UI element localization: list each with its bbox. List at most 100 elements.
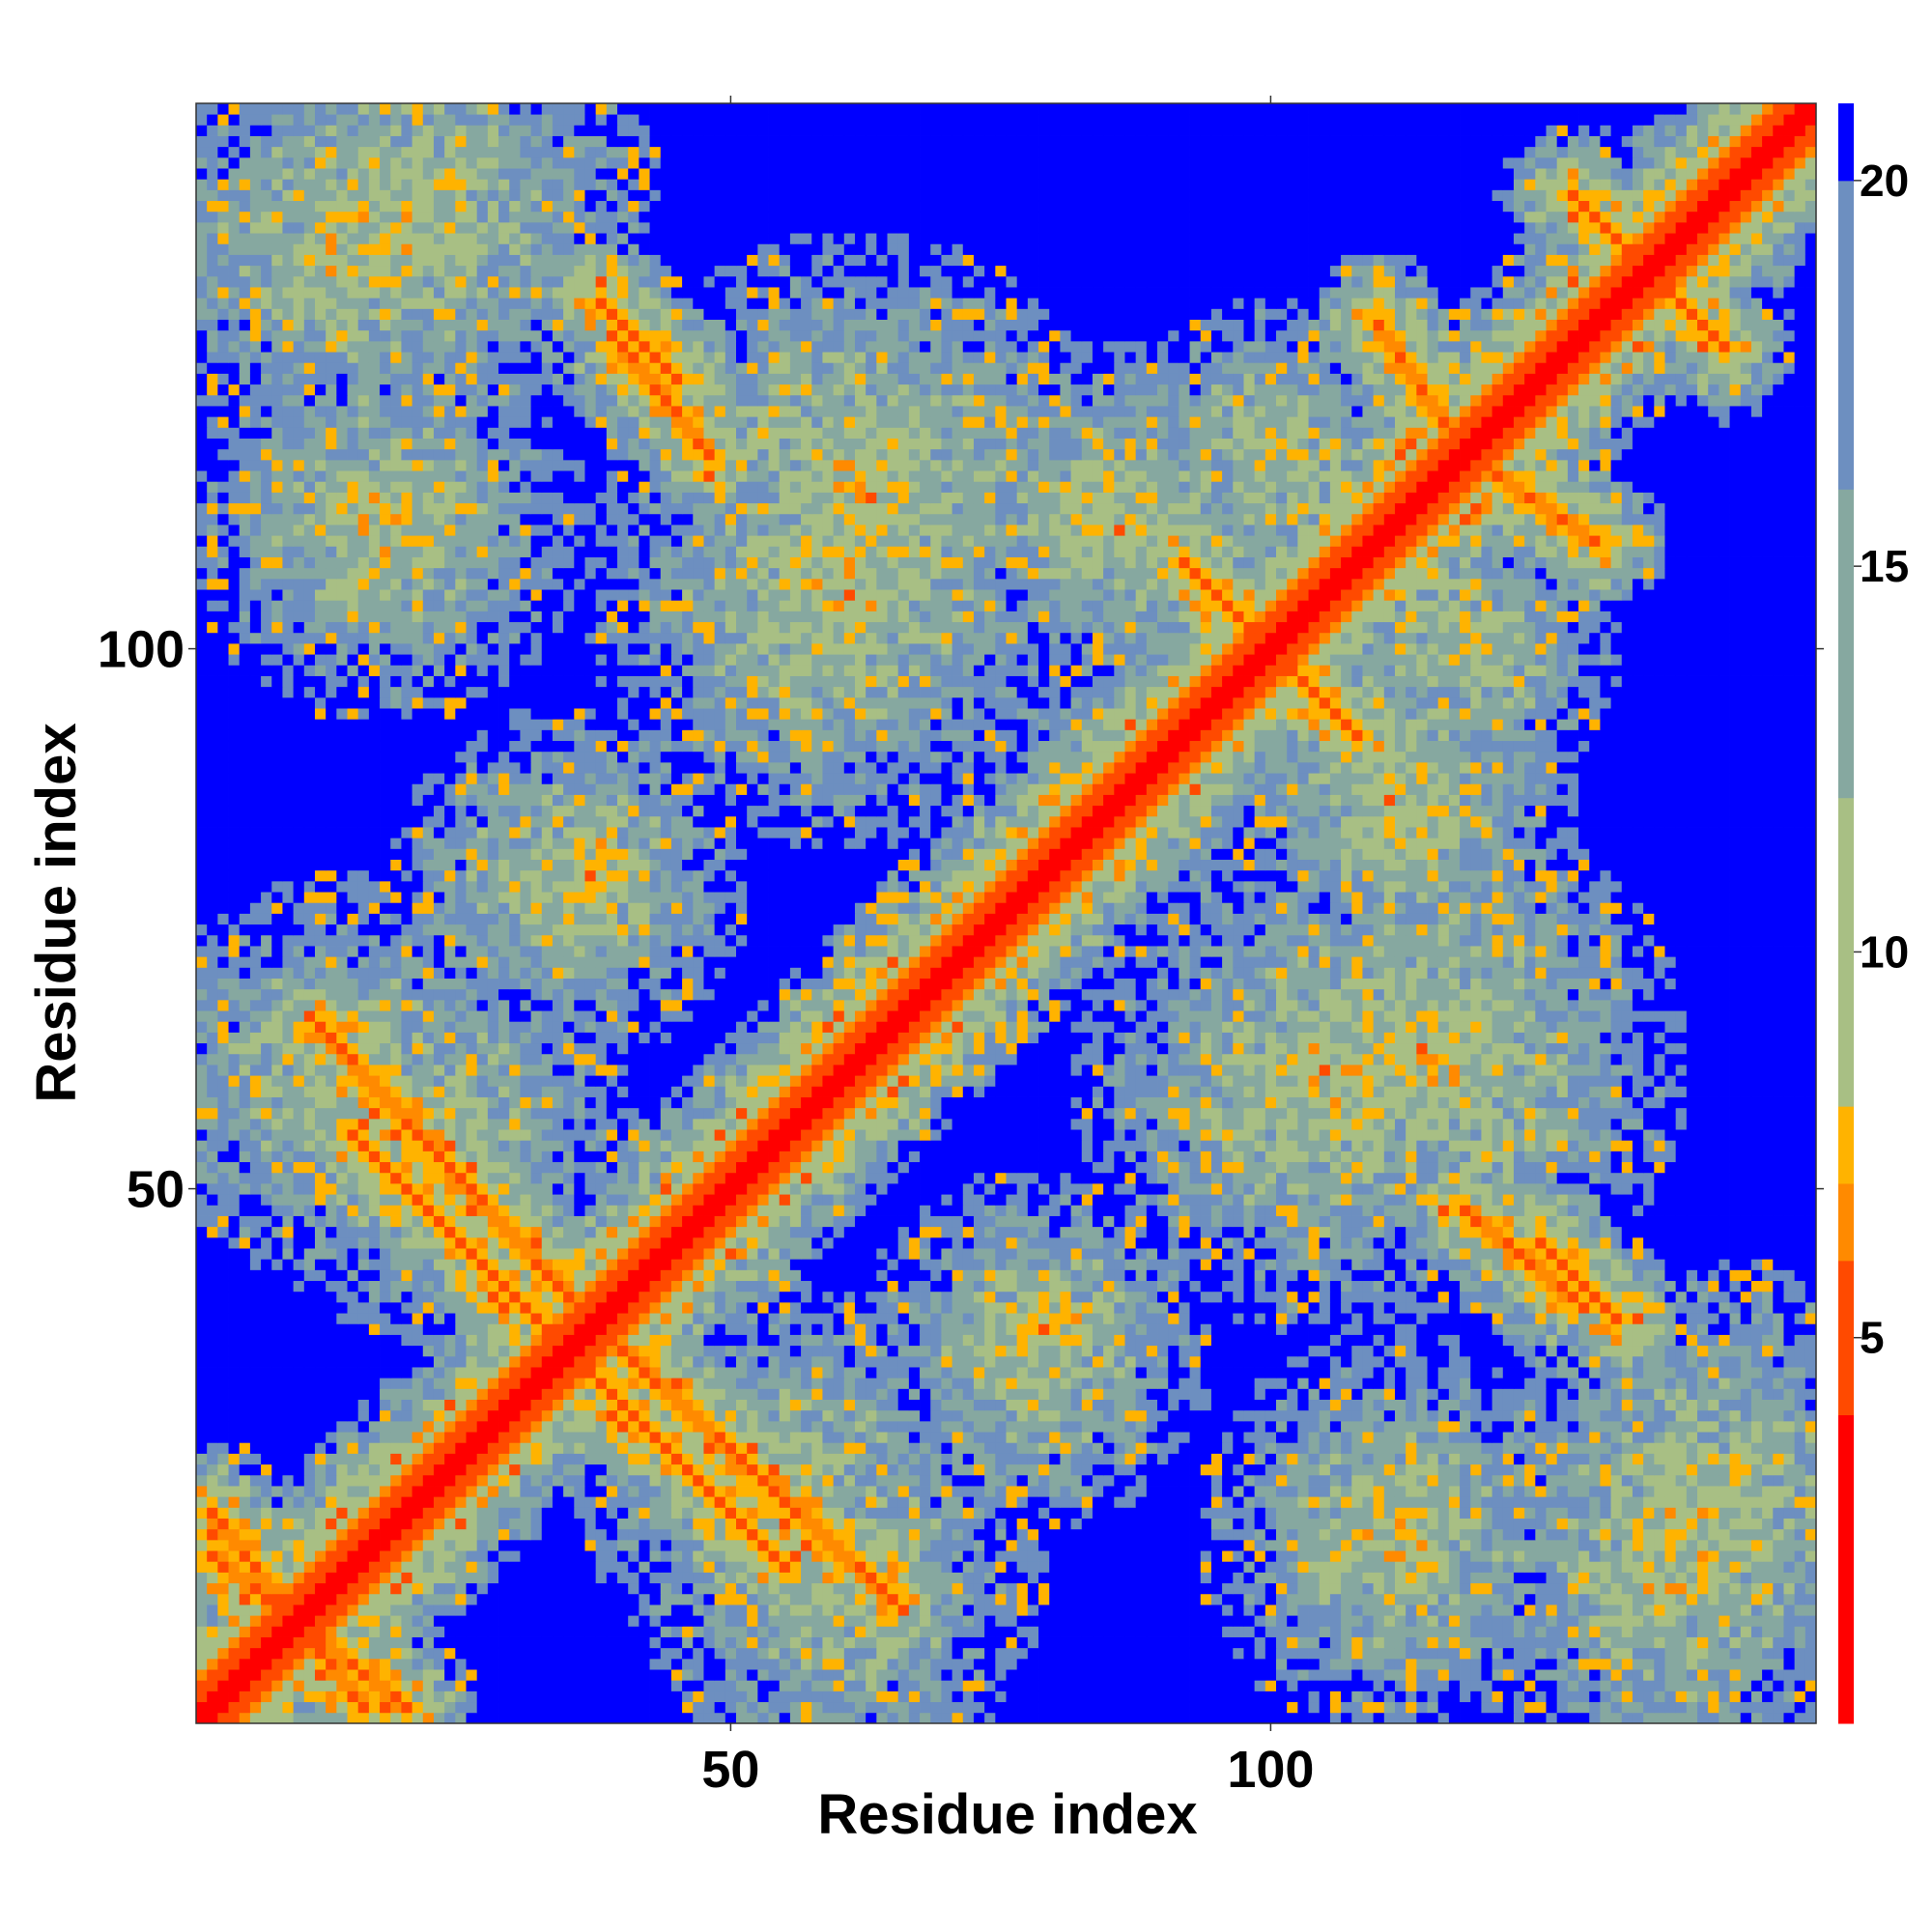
heatmap-cell xyxy=(1805,1648,1817,1660)
heatmap-cell xyxy=(974,1410,985,1422)
heatmap-cell xyxy=(1568,1594,1579,1605)
heatmap-cell xyxy=(920,1388,931,1400)
heatmap-cell xyxy=(1664,1464,1676,1476)
heatmap-cell xyxy=(1741,1454,1752,1465)
heatmap-cell xyxy=(498,1519,510,1530)
heatmap-cell xyxy=(304,1637,316,1649)
heatmap-cell xyxy=(1265,1442,1277,1454)
heatmap-cell xyxy=(1535,1713,1547,1724)
heatmap-cell xyxy=(682,1486,694,1497)
heatmap-cell xyxy=(1309,1496,1321,1508)
heatmap-cell xyxy=(1082,1507,1094,1519)
heatmap-cell xyxy=(1783,1648,1795,1660)
heatmap-cell xyxy=(1330,1486,1342,1497)
heatmap-cell xyxy=(412,1690,424,1702)
heatmap-cell xyxy=(1233,1605,1244,1616)
heatmap-cell xyxy=(984,1702,996,1714)
heatmap-cell xyxy=(876,1486,888,1497)
heatmap-cell xyxy=(1719,1442,1730,1454)
heatmap-cell xyxy=(736,1519,748,1530)
heatmap-cell xyxy=(844,1486,856,1497)
heatmap-cell xyxy=(1374,1496,1385,1508)
heatmap-cell xyxy=(1060,1410,1071,1422)
heatmap-cell xyxy=(1190,1637,1202,1649)
heatmap-cell xyxy=(326,1680,337,1691)
heatmap-cell xyxy=(531,1464,543,1476)
heatmap-cell xyxy=(661,1410,672,1422)
heatmap-cell xyxy=(1374,1594,1385,1605)
heatmap-cell xyxy=(553,1496,564,1508)
heatmap-cell xyxy=(196,1432,208,1443)
heatmap-cell xyxy=(1351,1605,1363,1616)
heatmap-cell xyxy=(401,1594,412,1605)
heatmap-cell xyxy=(336,1507,348,1519)
heatmap-cell xyxy=(444,1356,456,1368)
heatmap-cell xyxy=(1341,1475,1352,1487)
heatmap-cell xyxy=(261,1615,272,1627)
heatmap-cell xyxy=(1222,1713,1234,1724)
heatmap-cell xyxy=(336,1367,348,1378)
heatmap-cell xyxy=(1049,1626,1061,1637)
heatmap-cell xyxy=(1795,1583,1806,1595)
heatmap-cell xyxy=(1147,1454,1158,1465)
heatmap-cell xyxy=(467,1486,478,1497)
heatmap-cell xyxy=(1449,1454,1461,1465)
heatmap-cell xyxy=(196,1648,208,1660)
heatmap-cell xyxy=(1416,1626,1428,1637)
heatmap-cell xyxy=(682,1378,694,1389)
heatmap-cell xyxy=(315,1400,327,1411)
heatmap-cell xyxy=(1664,1400,1676,1411)
heatmap-cell xyxy=(930,1690,942,1702)
heatmap-cell xyxy=(1524,1615,1536,1627)
heatmap-cell xyxy=(693,1615,704,1627)
heatmap-cell xyxy=(304,1659,316,1670)
heatmap-cell xyxy=(1492,1572,1504,1583)
heatmap-cell xyxy=(1179,1605,1190,1616)
heatmap-cell xyxy=(1017,1615,1029,1627)
heatmap-cell xyxy=(304,1454,316,1465)
heatmap-cell xyxy=(1524,1475,1536,1487)
heatmap-cell xyxy=(1038,1702,1050,1714)
heatmap-cell xyxy=(866,1529,877,1541)
heatmap-cell xyxy=(217,1637,229,1649)
heatmap-cell xyxy=(509,1454,521,1465)
heatmap-cell xyxy=(455,1583,467,1595)
heatmap-cell xyxy=(1395,1540,1406,1551)
heatmap-cell xyxy=(1309,1388,1321,1400)
heatmap-cell xyxy=(229,1615,241,1627)
heatmap-cell xyxy=(304,1669,316,1681)
heatmap-cell xyxy=(607,1680,618,1691)
heatmap-cell xyxy=(984,1615,996,1627)
heatmap-cell xyxy=(1351,1529,1363,1541)
heatmap-cell xyxy=(1708,1605,1719,1616)
heatmap-cell xyxy=(984,1421,996,1433)
heatmap-cell xyxy=(811,1583,823,1595)
heatmap-cell xyxy=(1103,1540,1115,1551)
heatmap-cell xyxy=(1697,1464,1709,1476)
heatmap-cell xyxy=(617,1475,629,1487)
heatmap-cell xyxy=(1038,1669,1050,1681)
heatmap-cell xyxy=(1374,1680,1385,1691)
heatmap-cell xyxy=(563,1507,575,1519)
heatmap-cell xyxy=(326,1367,337,1378)
heatmap-cell xyxy=(963,1475,975,1487)
heatmap-cell xyxy=(531,1475,543,1487)
heatmap-cell xyxy=(455,1540,467,1551)
heatmap-cell xyxy=(477,1421,489,1433)
heatmap-cell xyxy=(1157,1583,1169,1595)
heatmap-cell xyxy=(542,1356,554,1368)
heatmap-cell xyxy=(1330,1442,1342,1454)
heatmap-cell xyxy=(1805,1507,1817,1519)
heatmap-cell xyxy=(1697,1669,1709,1681)
heatmap-cell xyxy=(801,1561,812,1573)
heatmap-cell xyxy=(1664,1615,1676,1627)
heatmap-cell xyxy=(1751,1410,1763,1422)
heatmap-cell xyxy=(888,1421,899,1433)
heatmap-cell xyxy=(1309,1594,1321,1605)
heatmap-cell xyxy=(984,1529,996,1541)
heatmap-cell xyxy=(1168,1378,1179,1389)
heatmap-cell xyxy=(563,1637,575,1649)
heatmap-cell xyxy=(984,1442,996,1454)
heatmap-cell xyxy=(607,1669,618,1681)
heatmap-cell xyxy=(1157,1486,1169,1497)
